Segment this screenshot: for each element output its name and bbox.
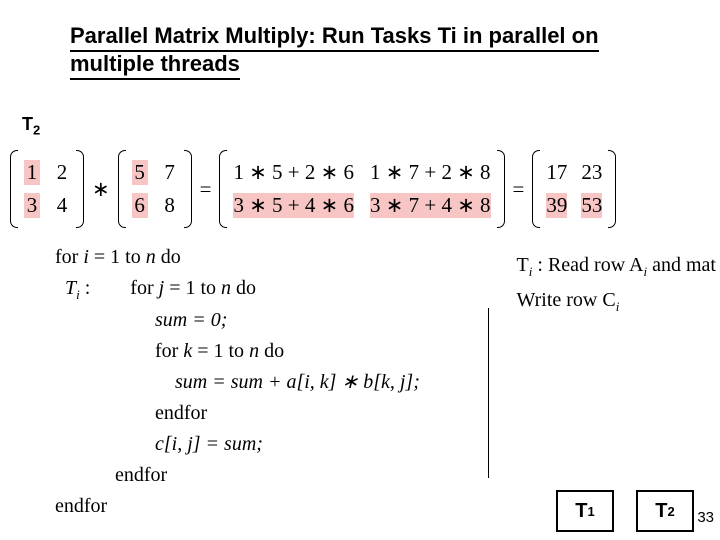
a22: 4 [54, 193, 70, 218]
c22: 53 [581, 193, 602, 218]
vertical-line [488, 308, 489, 478]
slide: Parallel Matrix Multiply: Run Tasks Ti i… [0, 0, 720, 540]
t2-sub-box: 2 [667, 504, 674, 519]
m11: 1 ∗ 5 + 2 ∗ 6 [233, 160, 354, 185]
d1c: : Read row [532, 254, 629, 276]
c4b: k [183, 340, 192, 362]
d1a: T [517, 254, 529, 276]
code-l7: c[i, j] = sum; [55, 429, 420, 460]
c4c: = 1 to [192, 340, 249, 362]
c4a: for [55, 340, 183, 362]
a21: 3 [24, 193, 40, 218]
t2-sub: 2 [33, 123, 40, 138]
m12: 1 ∗ 7 + 2 ∗ 8 [370, 160, 491, 185]
c1d: n [146, 246, 156, 268]
d2a: Write row [517, 289, 603, 311]
code-l3: sum = 0; [55, 305, 420, 336]
c4e: do [259, 340, 284, 362]
m21: 3 ∗ 5 + 4 ∗ 6 [233, 193, 354, 218]
t2-letter: T [22, 114, 33, 134]
t1-box: T1 [556, 490, 614, 532]
b21: 6 [132, 193, 148, 218]
code-l2: Ti : for j = 1 to n do [55, 273, 420, 305]
c1a: for [55, 246, 83, 268]
c1e: do [156, 246, 181, 268]
code-l4: for k = 1 to n do [55, 336, 420, 367]
t1-letter: T [575, 500, 587, 523]
code-l5: sum = sum + a[i, k] ∗ b[k, j]; [55, 367, 420, 398]
c21: 39 [546, 193, 567, 218]
pseudocode: for i = 1 to n do Ti : for j = 1 to n do… [55, 242, 420, 522]
def-l1: Ti : Read row Ai and mat [517, 248, 716, 283]
op-eq-2: = [505, 177, 533, 202]
b22: 8 [162, 193, 178, 218]
c2a: T [65, 277, 76, 299]
c2e: = 1 to [164, 277, 221, 299]
code-l6: endfor [55, 398, 420, 429]
op-eq-1: = [192, 177, 220, 202]
matrix-equation: 1 2 3 4 ∗ 5 7 6 8 = 1 ∗ 5 + 2 ∗ 6 1 ∗ 7 … [10, 150, 616, 228]
c1c: = 1 to [89, 246, 146, 268]
c4d: n [249, 340, 259, 362]
code-l8: endfor [55, 460, 420, 491]
b11: 5 [132, 160, 148, 185]
c2f: n [221, 277, 231, 299]
code-l9: endfor [55, 491, 420, 522]
title-line1: Parallel Matrix Multiply: Run Tasks Ti i… [70, 23, 599, 52]
b12: 7 [162, 160, 178, 185]
c2g: do [231, 277, 256, 299]
task-definition: Ti : Read row Ai and mat Write row Ci [517, 248, 716, 318]
matrix-mid: 1 ∗ 5 + 2 ∗ 6 1 ∗ 7 + 2 ∗ 8 3 ∗ 5 + 4 ∗ … [219, 150, 504, 228]
slide-title: Parallel Matrix Multiply: Run Tasks Ti i… [70, 22, 670, 77]
matrix-b: 5 7 6 8 [118, 150, 192, 228]
t2-letter-box: T [655, 500, 667, 523]
matrix-c: 17 23 39 53 [532, 150, 616, 228]
t1-sub: 1 [587, 504, 594, 519]
page-number: 33 [697, 509, 714, 526]
t2-top-label: T2 [22, 114, 40, 138]
m22: 3 ∗ 7 + 4 ∗ 8 [370, 193, 491, 218]
d1d: A [629, 254, 643, 276]
t2-box: T2 [636, 490, 694, 532]
c12: 23 [581, 160, 602, 185]
title-line2: multiple threads [70, 51, 240, 80]
matrix-a: 1 2 3 4 [10, 150, 84, 228]
d2b: C [602, 289, 615, 311]
a11: 1 [24, 160, 40, 185]
op-star-1: ∗ [84, 177, 118, 202]
d2c: i [616, 299, 620, 314]
d1f: and mat [647, 254, 716, 276]
a12: 2 [54, 160, 70, 185]
c2c: : for [80, 277, 159, 299]
c11: 17 [546, 160, 567, 185]
def-l2: Write row Ci [517, 283, 716, 318]
code-l1: for i = 1 to n do [55, 242, 420, 273]
